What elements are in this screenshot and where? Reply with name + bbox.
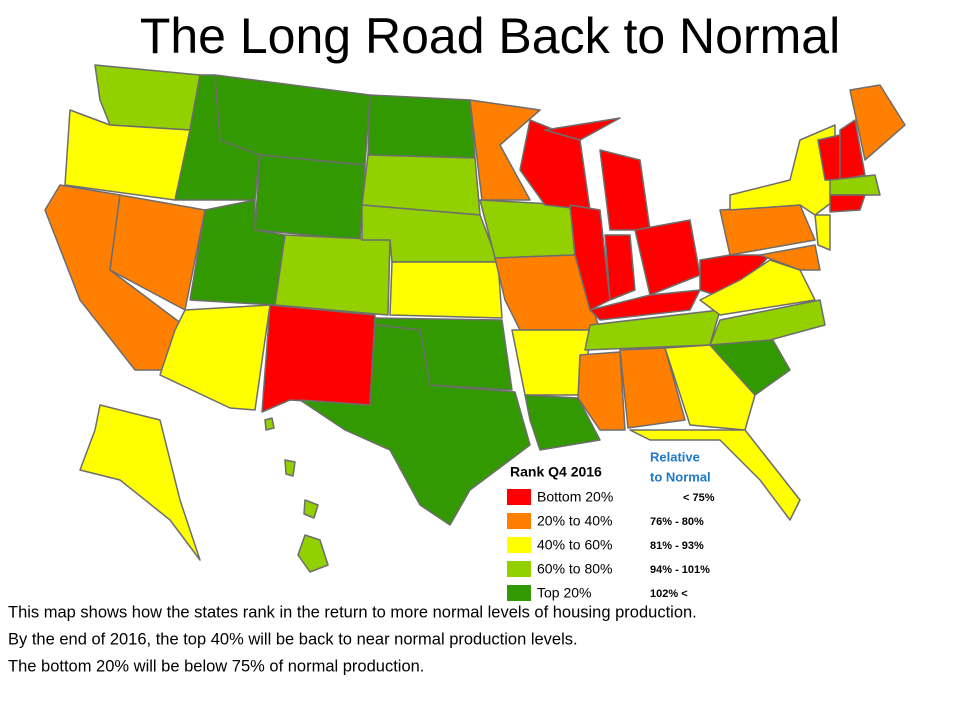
legend-range: 76% - 80% xyxy=(650,516,704,528)
state xyxy=(849,84,906,161)
state xyxy=(303,499,319,519)
state xyxy=(589,289,701,321)
state xyxy=(524,394,601,451)
legend: Rank Q4 2016 Relative to Normal Bottom 2… xyxy=(507,449,715,601)
state xyxy=(367,94,476,159)
legend-label: Bottom 20% xyxy=(537,489,613,505)
legend-label: 20% to 40% xyxy=(537,513,613,529)
state xyxy=(569,204,611,311)
legend-swatch xyxy=(507,585,531,601)
footer-line: The bottom 20% will be below 75% of norm… xyxy=(8,657,424,675)
state xyxy=(297,534,329,573)
legend-label: Top 20% xyxy=(537,585,591,601)
state xyxy=(604,234,636,301)
state xyxy=(814,214,831,251)
state xyxy=(629,429,801,521)
state xyxy=(299,324,531,526)
footer-line: This map shows how the states rank in th… xyxy=(8,603,697,621)
state xyxy=(284,459,296,477)
legend-swatch xyxy=(507,537,531,553)
state xyxy=(829,174,881,196)
legend-range: 102% < xyxy=(650,588,688,600)
footer: This map shows how the states rank in th… xyxy=(8,603,697,675)
legend-swatch xyxy=(507,561,531,577)
state xyxy=(479,199,576,259)
legend-swatch xyxy=(507,489,531,505)
state xyxy=(829,194,866,213)
state xyxy=(94,64,201,131)
footer-line: By the end of 2016, the top 40% will be … xyxy=(8,630,578,648)
state xyxy=(79,404,201,561)
legend-range: < 75% xyxy=(683,492,715,504)
state xyxy=(729,124,836,216)
legend-label: 60% to 80% xyxy=(537,561,613,577)
state xyxy=(544,117,621,141)
state xyxy=(759,244,821,271)
states xyxy=(44,64,906,573)
legend-header: to Normal xyxy=(650,469,711,484)
state xyxy=(634,219,701,296)
state xyxy=(274,234,391,316)
state xyxy=(664,344,756,431)
legend-range: 94% - 101% xyxy=(650,564,710,576)
state xyxy=(389,261,503,319)
state xyxy=(709,299,826,346)
state xyxy=(261,304,376,413)
legend-swatch xyxy=(507,513,531,529)
legend-range: 81% - 93% xyxy=(650,540,704,552)
state xyxy=(599,149,651,231)
legend-title: Rank Q4 2016 xyxy=(510,464,602,480)
state xyxy=(577,351,626,431)
state xyxy=(839,119,866,181)
state xyxy=(619,347,686,429)
title: The Long Road Back to Normal xyxy=(140,8,840,64)
state xyxy=(264,417,275,431)
legend-header: Relative xyxy=(650,449,700,464)
state xyxy=(254,154,366,241)
legend-label: 40% to 60% xyxy=(537,537,613,553)
state xyxy=(469,99,541,201)
